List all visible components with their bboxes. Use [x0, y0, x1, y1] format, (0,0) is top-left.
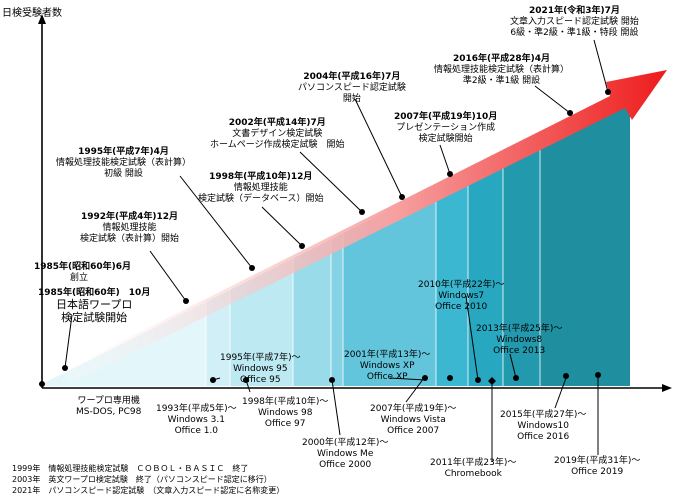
leader-line: [509, 353, 517, 379]
event-point: [422, 375, 428, 381]
event-body: 情報処理技能検定試験（表計算） 準2級・準1級 開設: [434, 65, 570, 86]
event-point: [475, 377, 481, 383]
period-band: [540, 90, 630, 386]
event-title: 2002年(平成14年)7月: [228, 118, 326, 128]
exam-event-2016: 2016年(平成28年)4月 情報処理技能検定試験（表計算） 準2級・準1級 開設: [434, 54, 569, 87]
chromebook-marker: [488, 377, 496, 385]
os-event-2015: 2015年(平成27年)～ Windows10 Office 2016: [500, 410, 587, 442]
event-title: 2004年(平成16年)7月: [303, 72, 401, 82]
exam-event-2021: 2021年(令和3年)7月 文章入力スピード認定試験 開始 6級・準2級・準1級・…: [510, 6, 639, 39]
os-event-2010: 2010年(平成22年)～ Windows7 Office 2010: [418, 280, 505, 312]
event-point: [329, 377, 335, 383]
footnote-2: 2003年 英文ワープロ検定試験 終了（パソコンスピード認定に移行）: [12, 475, 272, 484]
period-band: [468, 153, 503, 386]
leader-line: [179, 175, 253, 269]
event-point: [183, 298, 189, 304]
event-point: [605, 89, 611, 95]
leader-line: [64, 314, 73, 369]
exam-event-1998: 1998年(平成10年)12月 情報処理技能 検定試験（データベース）開始: [198, 172, 324, 205]
leader-line: [439, 144, 451, 175]
growth-arrow: [60, 70, 667, 384]
event-point: [447, 171, 453, 177]
exam-event-2004: 2004年(平成16年)7月 パソコンスピード認定試験 開始: [298, 72, 406, 105]
event-body: 創立: [70, 273, 89, 283]
period-band: [293, 239, 331, 386]
event-body: パソコンスピード認定試験 開始: [298, 83, 406, 104]
event-title: 1985年(昭和60年) 10月: [38, 288, 151, 298]
event-points: [39, 89, 611, 387]
exam-event-1985-10: 1985年(昭和60年) 10月 日本語ワープロ 検定試験開始: [38, 288, 150, 325]
event-point: [249, 265, 255, 271]
event-point: [299, 243, 305, 249]
exam-event-1995: 1995年(平成7年)4月 情報処理技能検定試験（表計算） 初級 開設: [56, 147, 191, 180]
leader-line: [331, 379, 341, 436]
event-point: [399, 194, 405, 200]
leader-line: [465, 295, 479, 381]
period-band: [331, 233, 343, 386]
leader-line: [261, 206, 303, 247]
exam-event-2007: 2007年(平成19年)10月 プレゼンテーション作成 検定試験開始: [394, 112, 497, 145]
os-event-wordpro: ワープロ専用機 MS-DOS, PC98: [76, 396, 142, 417]
period-band: [503, 135, 540, 386]
leader-lines: [64, 39, 609, 462]
event-title: 1985年(昭和60年)6月: [34, 262, 132, 272]
event-point: [62, 365, 68, 371]
leader-line: [354, 98, 403, 198]
event-body: 文章入力スピード認定試験 開始 6級・準2級・準1級・特段 開設: [510, 17, 639, 38]
os-event-2011: 2011年(平成23年)～ Chromebook: [430, 458, 517, 479]
footnote-3: 2021年 パソコンスピード認定試験 （文章入力スピード認定に名称変更）: [12, 486, 285, 495]
leader-line: [405, 377, 425, 403]
event-body: プレゼンテーション作成 検定試験開始: [396, 123, 496, 144]
event-point: [243, 377, 249, 383]
event-point: [39, 381, 45, 387]
os-event-1993: 1993年(平成5年)～ Windows 3.1 Office 1.0: [156, 404, 237, 436]
event-body: 文書デザイン検定試験 ホームページ作成検定試験 開始: [210, 129, 345, 150]
os-event-2000: 2000年(平成12年)～ Windows Me Office 2000: [302, 438, 389, 470]
os-event-1995: 1995年(平成7年)～ Windows 95 Office 95: [220, 353, 301, 385]
event-body: 情報処理技能 検定試験（データベース）開始: [198, 183, 324, 204]
event-title: 1995年(平成7年)4月: [78, 147, 169, 157]
event-body: 情報処理技能検定試験（表計算） 初級 開設: [56, 158, 192, 179]
x-axis-arrowhead: [662, 384, 672, 392]
y-axis-arrowhead: [38, 14, 46, 24]
event-title: 2007年(平成19年)10月: [394, 112, 498, 122]
event-point: [210, 377, 216, 383]
leader-line: [534, 85, 571, 114]
leader-line: [593, 39, 609, 93]
period-band: [206, 290, 230, 386]
exam-event-1992: 1992年(平成4年)12月 情報処理技能 検定試験（表計算）開始: [80, 212, 179, 245]
footnote-1: 1999年 情報処理技能検定試験 ＣＯＢＯＬ・ＢＡＳＩＣ 終了: [12, 464, 249, 473]
event-point: [567, 110, 573, 116]
leader-line: [149, 250, 187, 302]
leader-line: [299, 151, 363, 213]
event-point: [563, 373, 569, 379]
event-point: [513, 375, 519, 381]
event-title: 1998年(平成10年)12月: [209, 172, 313, 182]
period-bands: [42, 90, 630, 386]
os-event-1998: 1998年(平成10年)～ Windows 98 Office 97: [242, 397, 329, 429]
os-event-2019: 2019年(平成31年)～ Office 2019: [554, 456, 641, 477]
y-axis-label: 日検受験者数: [2, 8, 62, 19]
event-point: [595, 372, 601, 378]
period-band: [436, 171, 468, 386]
event-body: 情報処理技能 検定試験（表計算）開始: [80, 223, 180, 244]
event-title: 2021年(令和3年)7月: [529, 6, 620, 16]
event-point: [447, 375, 453, 381]
event-title: 2016年(平成28年)4月: [452, 54, 551, 64]
event-body: 日本語ワープロ 検定試験開始: [55, 298, 133, 324]
os-event-2007: 2007年(平成19年)～ Windows Vista Office 2007: [370, 404, 457, 436]
event-point: [359, 209, 365, 215]
event-title: 1992年(平成4年)12月: [80, 212, 179, 222]
period-band: [343, 187, 436, 386]
leader-line: [389, 377, 426, 381]
exam-event-2002: 2002年(平成14年)7月 文書デザイン検定試験 ホームページ作成検定試験 開始: [210, 118, 345, 151]
os-event-2001: 2001年(平成13年)～ Windows XP Office XP: [344, 350, 431, 382]
os-event-2013: 2013年(平成25年)～ Windows8 Office 2013: [476, 324, 563, 356]
exam-event-1985-06: 1985年(昭和60年)6月 創立: [34, 262, 131, 284]
leader-line: [554, 377, 567, 409]
